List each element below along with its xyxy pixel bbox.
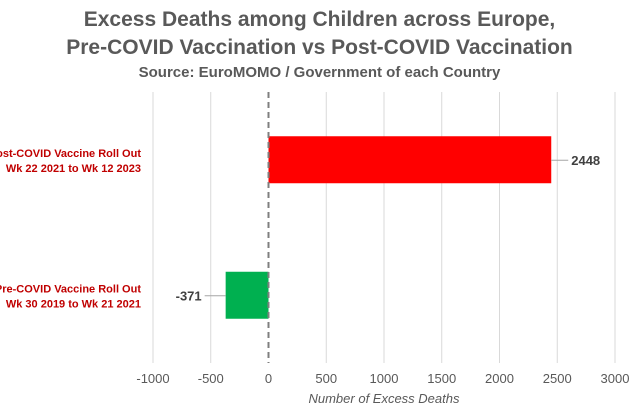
x-axis-title: Number of Excess Deaths [308,391,460,406]
chart-title-line2: Pre-COVID Vaccination vs Post-COVID Vacc… [66,36,573,59]
x-tick-label: 2500 [543,371,572,386]
bar-post-covid [268,136,552,184]
data-label: -371 [176,288,202,303]
chart-subtitle: Source: EuroMOMO / Government of each Co… [138,64,501,81]
category-label-line1: Pre-COVID Vaccine Roll Out [0,283,141,295]
category-label-line1: Post-COVID Vaccine Roll Out [0,148,141,160]
x-tick-label: 3000 [601,371,630,386]
category-label-line2: Wk 22 2021 to Wk 12 2023 [6,163,141,175]
x-tick-label: 1000 [370,371,399,386]
x-tick-label: 1500 [427,371,456,386]
chart-title: Excess Deaths among Children across Euro… [83,8,556,31]
x-tick-label: 0 [265,371,272,386]
x-tick-label: -500 [198,371,224,386]
x-tick-label: 500 [315,371,337,386]
bar-pre-covid [225,271,269,319]
data-label: 2448 [571,153,600,168]
x-tick-label: -1000 [136,371,169,386]
category-label-line2: Wk 30 2019 to Wk 21 2021 [6,298,141,310]
x-tick-label: 2000 [485,371,514,386]
